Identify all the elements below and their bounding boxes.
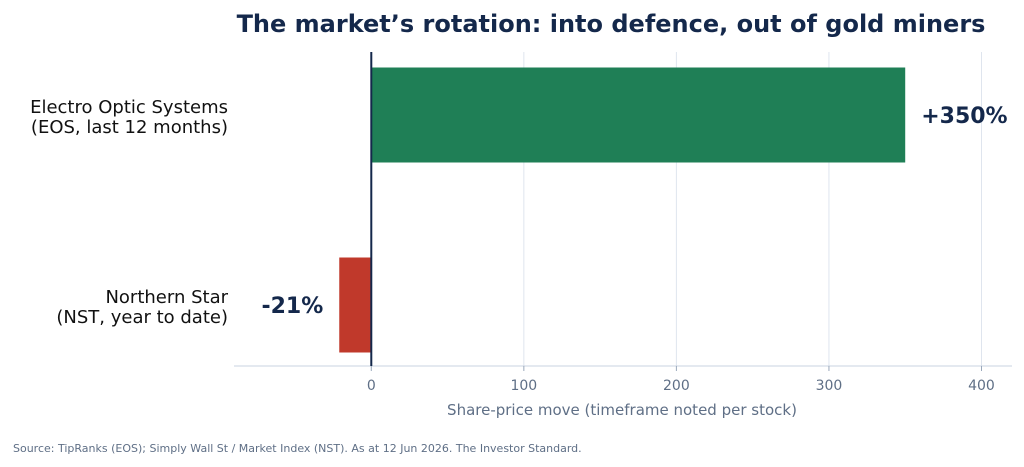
x-tick-labels: 0 100 200 300 400 — [367, 366, 995, 394]
x-tick-label-200: 200 — [663, 378, 690, 394]
x-tick-label-100: 100 — [510, 378, 537, 394]
data-labels: +350% -21% — [261, 104, 1007, 319]
x-tick-label-400: 400 — [968, 378, 995, 394]
x-axis-label: Share-price move (timeframe noted per st… — [447, 401, 797, 419]
x-tick-label-0: 0 — [367, 378, 376, 394]
category-label-1: Northern Star (NST, year to date) — [56, 287, 228, 328]
data-label-0: +350% — [921, 104, 1007, 129]
bars — [339, 67, 906, 353]
bar-0 — [371, 67, 906, 163]
source-note: Source: TipRanks (EOS); Simply Wall St /… — [13, 442, 582, 455]
bar-1 — [339, 257, 372, 353]
x-tick-label-300: 300 — [816, 378, 843, 394]
category-label-0: Electro Optic Systems (EOS, last 12 month… — [30, 97, 228, 138]
data-label-1: -21% — [261, 294, 323, 319]
axes — [234, 52, 1012, 367]
chart-title: The market’s rotation: into defence, out… — [237, 10, 986, 38]
category-labels: Electro Optic Systems (EOS, last 12 month… — [30, 97, 229, 328]
